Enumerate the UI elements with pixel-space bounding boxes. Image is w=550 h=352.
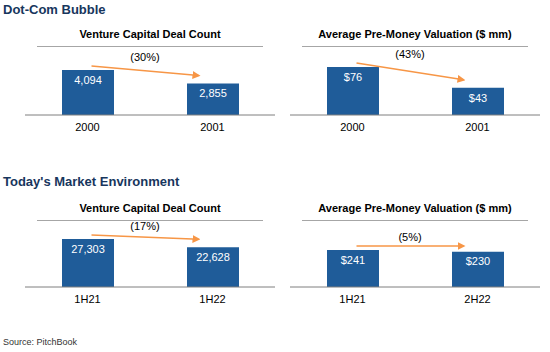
html-text:Average Pre-Money Valuation ($: Average Pre-Money Valuation ($ mm): [318, 202, 512, 214]
svg-text:2001: 2001: [200, 121, 224, 133]
svg-text:1H21: 1H21: [339, 293, 365, 305]
svg-text:22,628: 22,628: [196, 251, 230, 263]
html-text:Dot-Com Bubble: Dot-Com Bubble: [3, 2, 106, 17]
svg-text:(43%): (43%): [395, 48, 424, 60]
html-text:Average Pre-Money Valuation ($: Average Pre-Money Valuation ($ mm): [318, 28, 512, 40]
svg-text:1H21: 1H21: [74, 293, 100, 305]
svg-text:2,855: 2,855: [199, 87, 227, 99]
html-text:Today's Market Environment: Today's Market Environment: [3, 174, 180, 189]
svg-text:2000: 2000: [340, 121, 364, 133]
svg-text:2001: 2001: [465, 121, 489, 133]
svg-text:1H22: 1H22: [199, 293, 225, 305]
svg-text:$76: $76: [344, 71, 362, 83]
svg-text:(30%): (30%): [130, 51, 159, 63]
svg-text:2000: 2000: [75, 121, 99, 133]
svg-text:(17%): (17%): [130, 220, 159, 232]
svg-text:$230: $230: [466, 255, 490, 267]
svg-text:$43: $43: [469, 92, 487, 104]
svg-text:(5%): (5%): [398, 231, 421, 243]
svg-text:27,303: 27,303: [71, 243, 105, 255]
svg-text:$241: $241: [341, 254, 365, 266]
html-text:Venture Capital Deal Count: Venture Capital Deal Count: [79, 28, 221, 40]
svg-text:2H22: 2H22: [464, 293, 490, 305]
html-text:Source: PitchBook: Source: PitchBook: [3, 337, 77, 347]
svg-text:4,094: 4,094: [74, 74, 102, 86]
html-text:Venture Capital Deal Count: Venture Capital Deal Count: [79, 202, 221, 214]
